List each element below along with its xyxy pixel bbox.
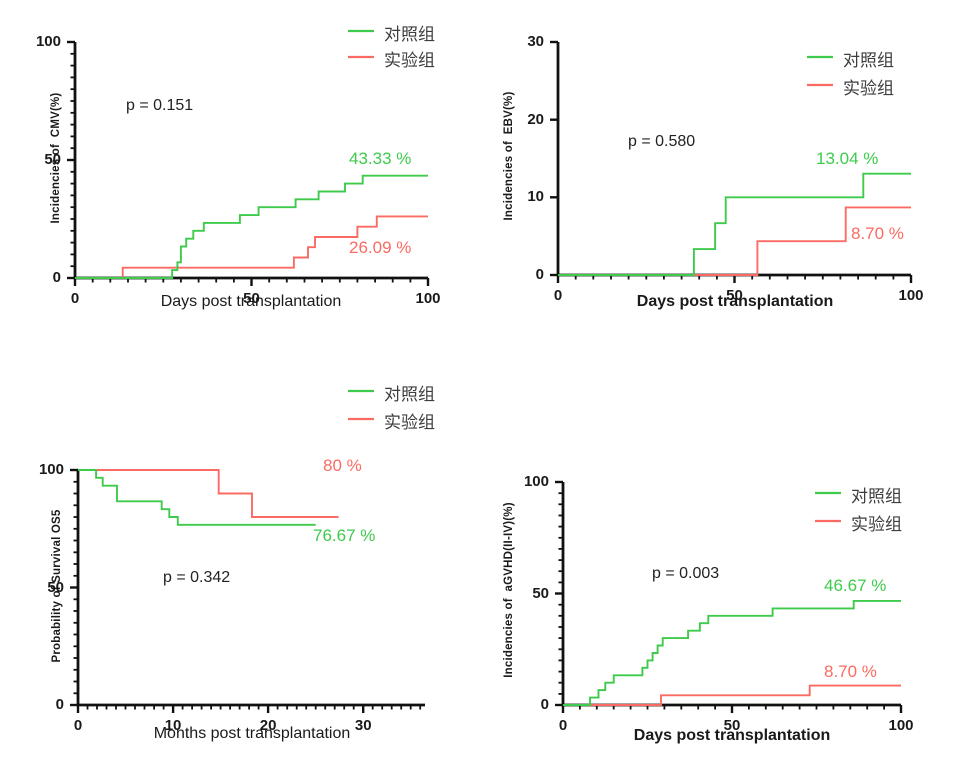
os5-y-axis-title: Probability of Survival OS5 bbox=[51, 509, 63, 663]
agvhd-legend-label-experimental: 实验组 bbox=[851, 515, 902, 534]
os5-y-tick-label-0: 0 bbox=[55, 696, 64, 713]
ebv-x-tick-label-50: 50 bbox=[726, 287, 743, 304]
ebv-x-axis-title: Days post transplantation bbox=[636, 293, 834, 310]
agvhd-p-value: p = 0.003 bbox=[652, 565, 720, 582]
cmv-y-tick-label-0: 0 bbox=[52, 269, 61, 286]
agvhd-y-tick-label-50: 50 bbox=[532, 584, 549, 602]
agvhd-end-label-control: 46.67 % bbox=[824, 576, 887, 595]
agvhd-end-label-experimental: 8.70 % bbox=[824, 662, 877, 681]
os5-legend-label-experimental: 实验组 bbox=[384, 413, 435, 432]
cmv-y-tick-label-100: 100 bbox=[35, 33, 61, 50]
agvhd-x-axis-title: Days post transplantation bbox=[633, 727, 831, 744]
ebv-end-label-control: 13.04 % bbox=[816, 149, 879, 168]
os5-end-label-experimental: 80 % bbox=[323, 456, 362, 475]
os5-end-label-control: 76.67 % bbox=[313, 526, 376, 545]
ebv-y-tick-label-20: 20 bbox=[527, 110, 544, 128]
cmv-curve-control bbox=[75, 174, 428, 279]
os5-x-tick-label-0: 0 bbox=[73, 717, 83, 734]
agvhd-x-tick-label-50: 50 bbox=[723, 717, 741, 734]
cmv-x-tick-label-100: 100 bbox=[415, 290, 441, 307]
os5-y-tick-label-100: 100 bbox=[38, 461, 64, 478]
cmv-x-tick-label-0: 0 bbox=[70, 290, 80, 307]
agvhd-legend-label-control: 对照组 bbox=[851, 487, 902, 506]
ebv-y-tick-label-30: 30 bbox=[527, 33, 544, 50]
os5-x-tick-label-20: 20 bbox=[259, 717, 277, 734]
cmv-y-axis-title: Incidencies of CMV(%) bbox=[50, 92, 62, 224]
ebv-legend-label-control: 对照组 bbox=[843, 51, 894, 70]
os5-x-tick-label-30: 30 bbox=[354, 717, 372, 734]
agvhd-curve-experimental bbox=[563, 684, 901, 706]
cmv-y-tick-label-50: 50 bbox=[44, 151, 61, 168]
os5-y-tick-label-50: 50 bbox=[47, 578, 64, 596]
ebv-y-tick-label-0: 0 bbox=[535, 266, 544, 283]
os5-legend-label-control: 对照组 bbox=[384, 385, 435, 404]
ebv-x-tick-label-0: 0 bbox=[553, 287, 563, 304]
ebv-y-tick-label-10: 10 bbox=[527, 188, 544, 206]
agvhd-y-tick-label-100: 100 bbox=[523, 473, 549, 490]
agvhd-y-tick-label-0: 0 bbox=[540, 696, 549, 713]
os5-curve-control bbox=[78, 469, 316, 526]
cmv-end-label-experimental: 26.09 % bbox=[349, 238, 412, 257]
ebv-end-label-experimental: 8.70 % bbox=[851, 224, 904, 243]
agvhd-x-tick-label-0: 0 bbox=[558, 717, 568, 734]
os5-x-axis-title: Months post transplantation bbox=[153, 725, 351, 742]
ebv-p-value: p = 0.580 bbox=[628, 133, 696, 150]
ebv-y-axis-title: Incidencies of EBV(%) bbox=[503, 91, 515, 221]
cmv-x-axis-title: Days post transplantation bbox=[160, 293, 342, 310]
ebv-x-tick-label-100: 100 bbox=[898, 287, 924, 304]
cmv-legend-label-control: 对照组 bbox=[384, 25, 435, 44]
os5-curve-experimental bbox=[78, 469, 339, 518]
cmv-legend-label-experimental: 实验组 bbox=[384, 51, 435, 70]
agvhd-x-tick-label-100: 100 bbox=[888, 717, 914, 734]
cmv-x-tick-label-50: 50 bbox=[243, 290, 260, 307]
ebv-curve-control bbox=[558, 172, 911, 276]
ebv-legend-label-experimental: 实验组 bbox=[843, 79, 894, 98]
cmv-end-label-control: 43.33 % bbox=[349, 149, 412, 168]
agvhd-curve-control bbox=[563, 599, 901, 706]
agvhd-y-axis-title: Incidencies of aGVHD(II-IV)(%) bbox=[503, 502, 515, 678]
os5-x-tick-label-10: 10 bbox=[164, 717, 182, 734]
ebv-curve-experimental bbox=[558, 206, 911, 276]
os5-p-value: p = 0.342 bbox=[163, 569, 231, 586]
cmv-curve-experimental bbox=[75, 215, 428, 279]
cmv-p-value: p = 0.151 bbox=[126, 97, 194, 114]
